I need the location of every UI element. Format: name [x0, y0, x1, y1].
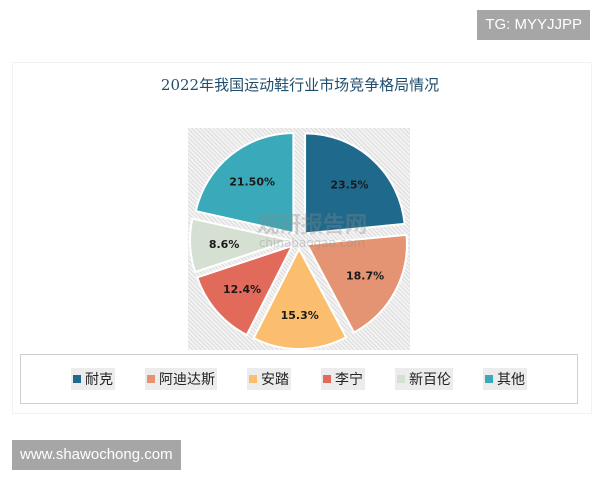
legend-swatch — [397, 375, 405, 383]
tag-top-right: TG: MYYJJPP — [477, 10, 590, 40]
legend-label: 其他 — [497, 372, 525, 388]
data-label: 8.6% — [209, 238, 240, 251]
pie-slice-3 — [196, 244, 295, 337]
legend-item: 李宁 — [321, 368, 365, 390]
data-label: 12.4% — [223, 283, 261, 296]
legend-swatch — [323, 375, 331, 383]
data-label: 15.3% — [281, 309, 319, 322]
pie-slice-2 — [252, 246, 348, 350]
watermark: 观研报告网 chinabaogao.com — [257, 213, 367, 250]
svg-text:观研报告网: 观研报告网 — [257, 213, 367, 238]
legend-item: 耐克 — [71, 368, 115, 390]
legend-item: 其他 — [483, 368, 527, 390]
legend-item: 安踏 — [247, 368, 291, 390]
pie-slice-5 — [194, 131, 295, 235]
data-label: 21.50% — [229, 175, 275, 188]
data-label: 18.7% — [346, 270, 384, 283]
data-label: 23.5% — [330, 179, 368, 192]
tag-bottom-left: www.shawochong.com — [12, 440, 181, 470]
legend-swatch — [249, 375, 257, 383]
legend-swatch — [73, 375, 81, 383]
legend-swatch — [147, 375, 155, 383]
legend-label: 新百伦 — [409, 372, 451, 388]
chart-title: 2022年我国运动鞋行业市场竞争格局情况 — [160, 76, 440, 94]
legend-item: 新百伦 — [395, 368, 453, 390]
legend-item: 阿迪达斯 — [145, 368, 217, 390]
pie-slice-0 — [304, 132, 406, 235]
pie-slice-4 — [189, 217, 294, 274]
legend-label: 李宁 — [335, 372, 363, 388]
legend-swatch — [485, 375, 493, 383]
pie-slice-1 — [305, 233, 408, 334]
svg-text:chinabaogao.com: chinabaogao.com — [259, 236, 365, 250]
legend-label: 阿迪达斯 — [159, 372, 215, 388]
legend-label: 安踏 — [261, 372, 289, 388]
legend: 耐克 阿迪达斯 安踏 李宁 新百伦 其他 — [20, 354, 578, 404]
legend-label: 耐克 — [85, 372, 113, 388]
